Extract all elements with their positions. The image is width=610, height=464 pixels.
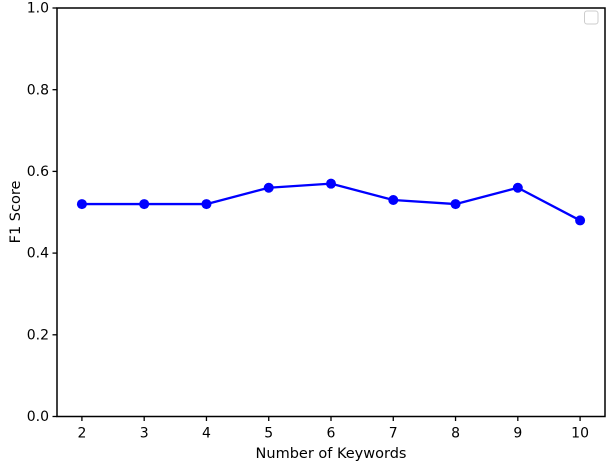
x-axis-ticks: 2 3 4 5 6 7 8 9 10 — [77, 416, 589, 442]
y-tick-label: 0.0 — [27, 409, 49, 425]
y-axis-label: F1 Score — [8, 181, 24, 244]
legend-box — [584, 10, 599, 25]
x-axis-label: Number of Keywords — [256, 446, 407, 462]
y-axis-ticks: 0.0 0.2 0.4 0.6 0.8 1.0 — [27, 1, 57, 425]
x-tick-label: 5 — [264, 426, 273, 442]
x-tick-label: 2 — [77, 426, 86, 442]
y-tick-label: 0.8 — [27, 82, 49, 98]
x-tick-label: 8 — [451, 426, 460, 442]
data-point — [388, 194, 399, 205]
x-tick-label: 10 — [571, 426, 589, 442]
x-tick-label: 6 — [327, 426, 336, 442]
x-tick-label: 4 — [202, 426, 211, 442]
data-point — [139, 199, 150, 210]
y-tick-label: 1.0 — [27, 1, 49, 17]
data-point — [263, 182, 274, 193]
data-series — [76, 178, 586, 226]
data-point — [201, 199, 212, 210]
x-tick-label: 7 — [389, 426, 398, 442]
y-tick-label: 0.4 — [27, 246, 49, 262]
plot-border — [56, 7, 606, 418]
y-tick-label: 0.2 — [27, 327, 49, 343]
series-line — [80, 182, 582, 222]
data-point — [450, 199, 461, 210]
data-point — [512, 182, 523, 193]
data-point — [575, 215, 586, 226]
y-tick-label: 0.6 — [27, 164, 49, 180]
x-tick-label: 9 — [513, 426, 522, 442]
data-point — [326, 178, 336, 189]
x-tick-label: 3 — [140, 426, 149, 442]
data-point — [76, 199, 87, 210]
